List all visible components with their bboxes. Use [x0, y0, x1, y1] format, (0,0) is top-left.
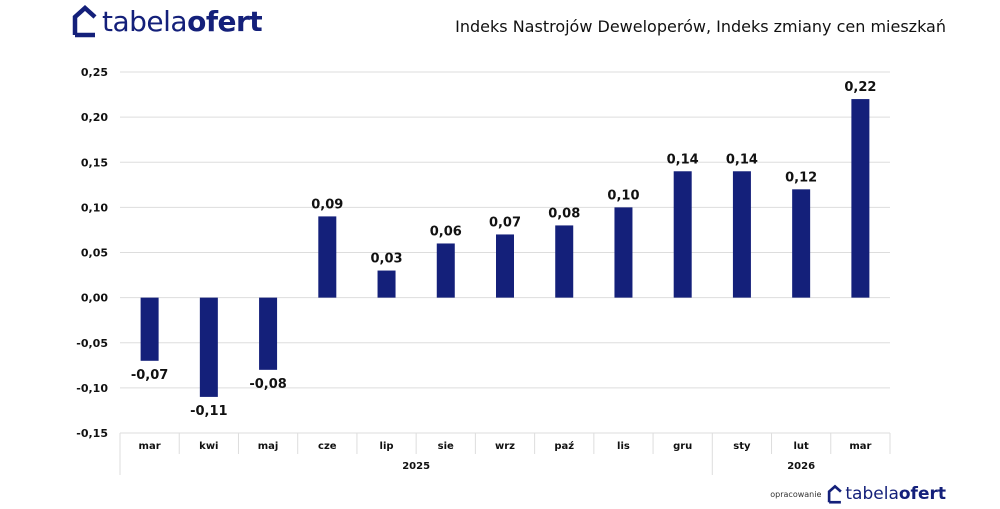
bar: [614, 207, 633, 298]
brand-name-light: tabela: [102, 4, 188, 38]
x-tick-label: mar: [139, 441, 161, 452]
x-tick-label: wrz: [495, 441, 515, 452]
data-label: 0,12: [785, 170, 817, 185]
x-tick-label: lis: [617, 441, 630, 452]
footer-brand-name: tabelaofert: [845, 484, 946, 504]
x-tick-label: sty: [733, 441, 751, 452]
house-icon-small: [828, 484, 843, 504]
bar: [140, 297, 159, 361]
data-label: -0,08: [249, 377, 286, 392]
bar: [377, 270, 396, 298]
brand-name-bold: ofert: [187, 4, 263, 38]
x-tick-label: lip: [380, 441, 394, 452]
y-tick-label: 0,15: [81, 156, 108, 169]
data-label: 0,22: [844, 80, 876, 95]
y-tick-label: 0,00: [81, 292, 108, 305]
bar: [318, 216, 337, 298]
x-tick-label: gru: [673, 441, 692, 452]
data-label: 0,10: [607, 188, 639, 203]
bar: [732, 171, 751, 298]
bar: [259, 297, 278, 370]
footer-brand-light: tabela: [845, 484, 899, 504]
data-label: 0,07: [489, 215, 521, 230]
bar: [436, 243, 455, 298]
x-tick-label: kwi: [199, 441, 218, 452]
x-tick-label: maj: [258, 441, 279, 452]
house-icon: [72, 4, 97, 38]
bar: [792, 189, 811, 298]
y-tick-label: 0,10: [81, 201, 108, 214]
brand-name: tabelaofert: [102, 4, 263, 38]
x-group-label: 2025: [402, 461, 430, 472]
x-tick-label: cze: [318, 441, 337, 452]
page-title: Indeks Nastrojów Deweloperów, Indeks zmi…: [455, 17, 946, 36]
y-tick-label: -0,05: [76, 337, 108, 350]
data-label: -0,11: [190, 404, 227, 419]
footer-brand-bold: ofert: [898, 484, 946, 504]
data-label: 0,14: [726, 152, 758, 167]
bar: [851, 99, 870, 298]
y-tick-label: 0,05: [81, 247, 108, 260]
x-group-label: 2026: [787, 461, 815, 472]
data-label: 0,14: [667, 152, 699, 167]
x-tick-label: mar: [849, 441, 871, 452]
footer-credit: opracowanie tabelaofert: [770, 484, 946, 504]
data-label: 0,08: [548, 206, 580, 221]
data-label: -0,07: [131, 368, 168, 383]
bar: [673, 171, 692, 298]
y-tick-label: 0,25: [81, 66, 108, 79]
footer-credit-label: opracowanie: [770, 489, 822, 499]
bar: [555, 225, 574, 298]
data-label: 0,06: [430, 224, 462, 239]
x-tick-label: paź: [554, 440, 574, 452]
y-tick-label: -0,10: [76, 382, 108, 395]
y-tick-label: 0,20: [81, 111, 108, 124]
x-tick-label: sie: [438, 441, 454, 452]
x-tick-label: lut: [793, 441, 809, 452]
y-tick-label: -0,15: [76, 427, 108, 440]
brand-logo[interactable]: tabelaofert: [72, 4, 263, 38]
data-label: 0,09: [311, 197, 343, 212]
bar: [496, 234, 514, 298]
bar: [199, 297, 218, 397]
data-label: 0,03: [370, 252, 402, 267]
